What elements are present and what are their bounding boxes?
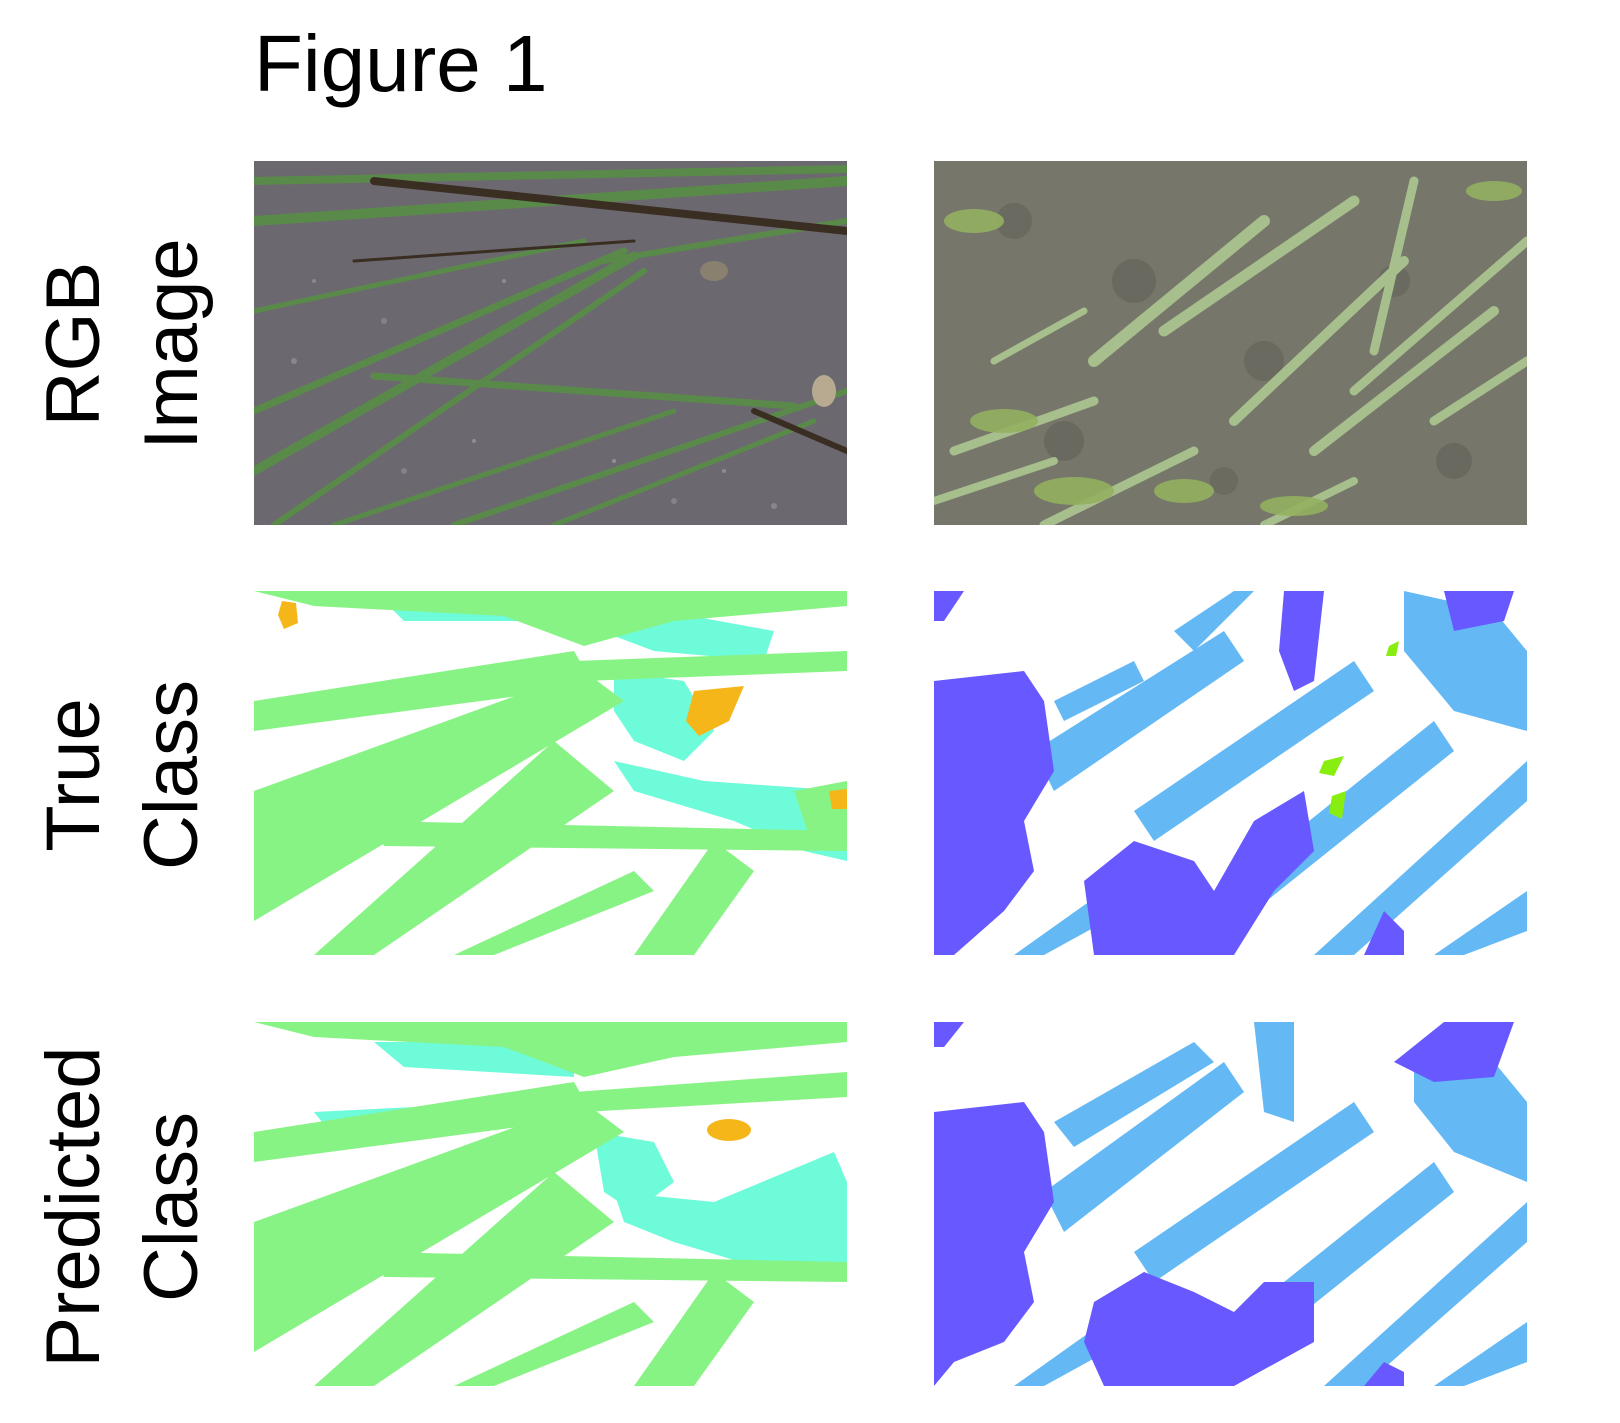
dry-stems <box>352 177 847 454</box>
predicted-class-mask-grass <box>254 1022 847 1386</box>
soil-clods <box>996 203 1472 495</box>
row-label-line-2: Class <box>129 679 214 871</box>
rgb-image-grass <box>254 161 847 525</box>
sky-class-regions <box>1014 1022 1527 1386</box>
segmentation-mask <box>934 591 1527 955</box>
succulent-photo-illustration <box>934 161 1527 525</box>
grass-class-regions <box>254 591 847 955</box>
green-leaves <box>944 181 1522 516</box>
segmentation-mask <box>254 1022 847 1386</box>
grass-class-regions <box>254 1022 847 1386</box>
predicted-class-mask-succulent <box>934 1022 1527 1386</box>
violet-class-regions <box>934 1022 1514 1386</box>
grass-photo-illustration <box>254 161 847 525</box>
figure-title: Figure 1 <box>254 19 548 108</box>
row-label-line-1: True <box>31 698 116 852</box>
row-label-line-2: Image <box>129 238 214 450</box>
pebble <box>812 375 836 407</box>
row-label-line-1: RGB <box>31 261 116 427</box>
row-label-rgb-image: RGB Image <box>13 164 233 524</box>
row-label-line-2: Class <box>129 1111 214 1303</box>
row-label-predicted-class: Predicted Class <box>13 1027 233 1387</box>
pebble <box>700 261 728 281</box>
succulent-stems <box>934 176 1527 525</box>
row-label-line-1: Predicted <box>31 1046 116 1368</box>
true-class-mask-succulent <box>934 591 1527 955</box>
violet-class-regions <box>934 591 1514 955</box>
orange-class-regions <box>707 1119 751 1141</box>
row-label-true-class: True Class <box>13 595 233 955</box>
segmentation-mask <box>934 1022 1527 1386</box>
rgb-image-succulent <box>934 161 1527 525</box>
lime-class-regions <box>1319 641 1399 819</box>
true-class-mask-grass <box>254 591 847 955</box>
segmentation-mask <box>254 591 847 955</box>
orange-class-regions <box>278 601 847 809</box>
